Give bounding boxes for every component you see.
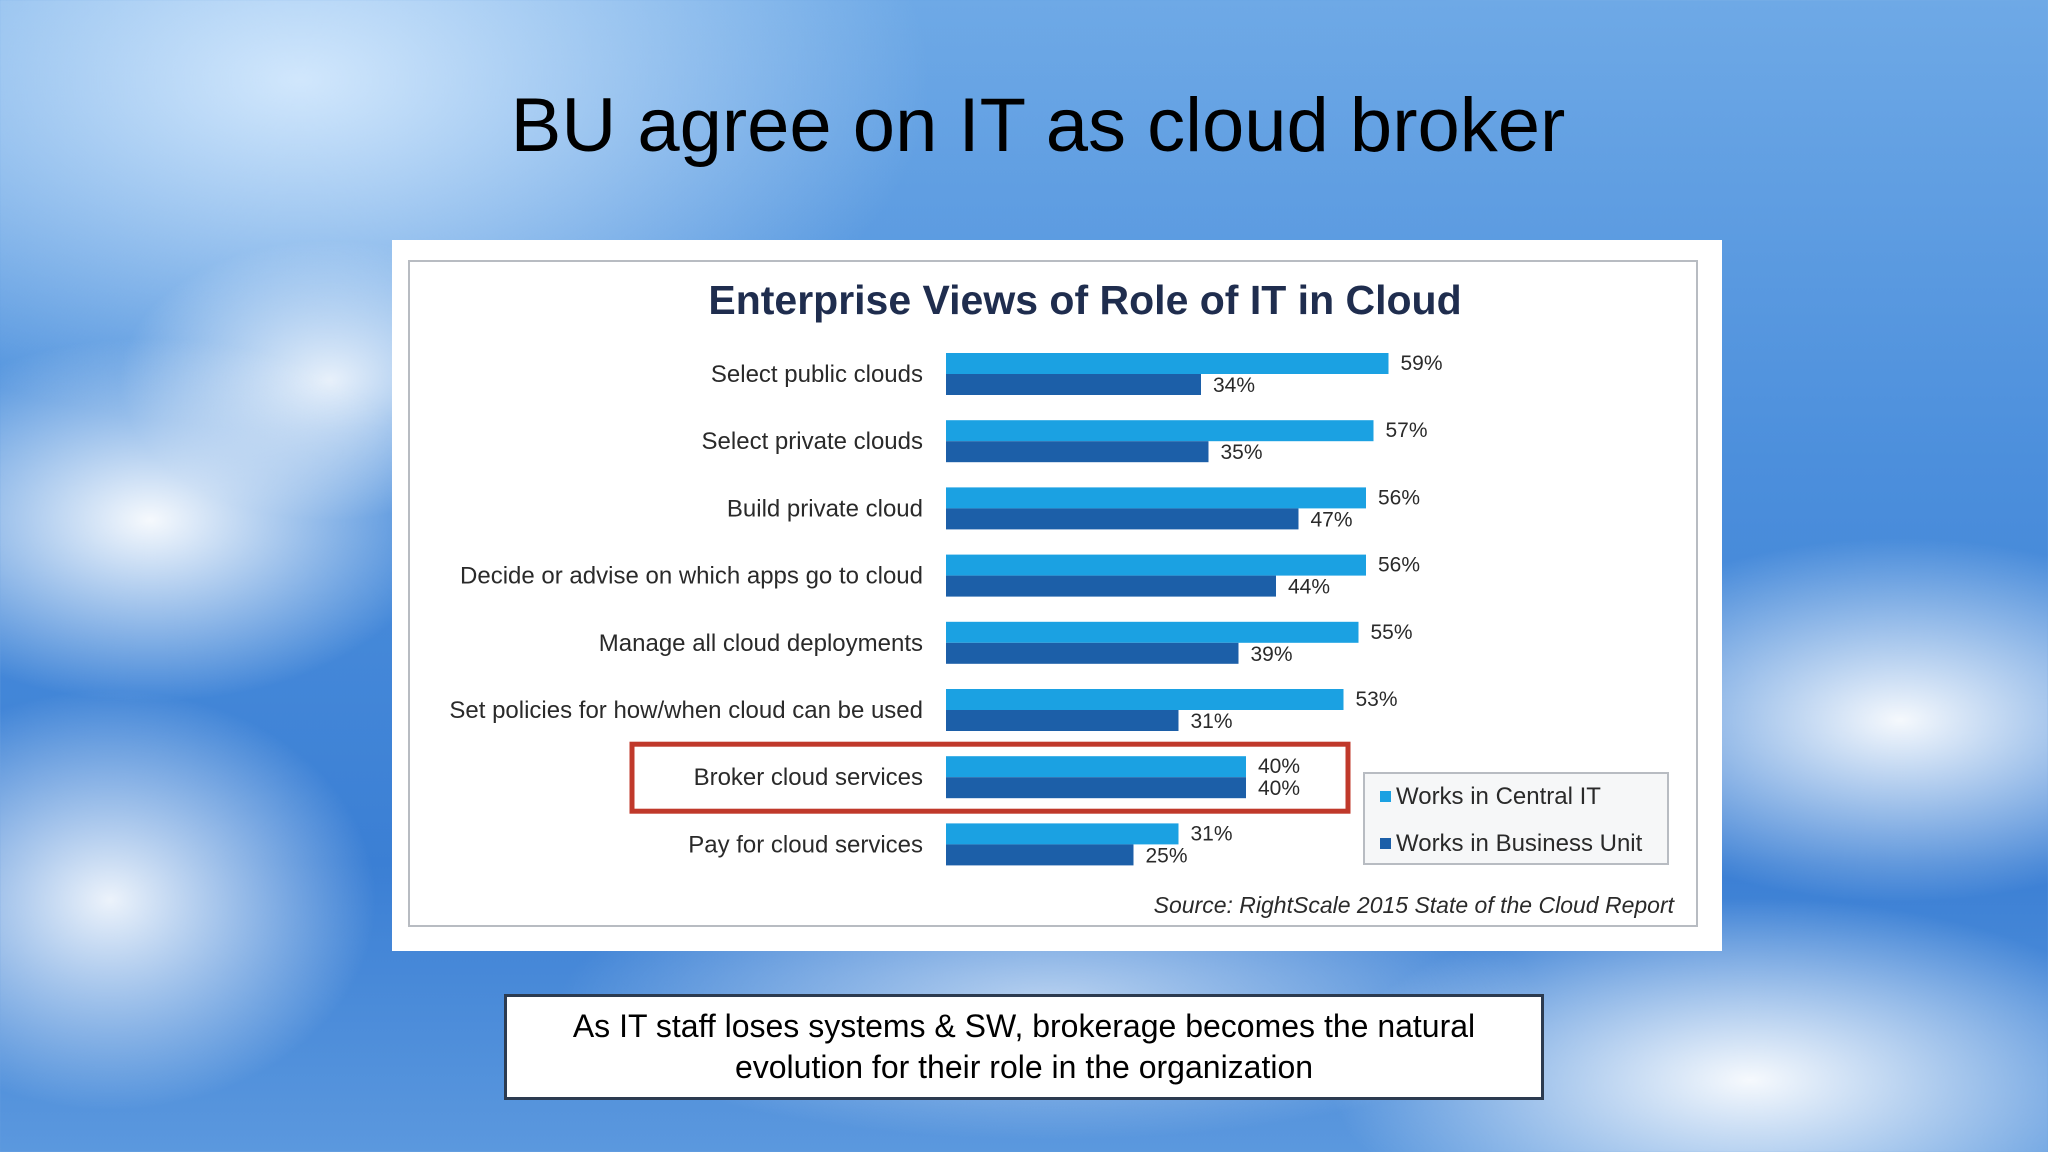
value-label-business-unit: 44% <box>1288 576 1330 599</box>
value-label-central-it: 53% <box>1356 688 1398 711</box>
bar-business-unit <box>946 575 1276 597</box>
category-label: Decide or advise on which apps go to clo… <box>460 563 923 590</box>
value-label-central-it: 57% <box>1386 419 1428 442</box>
category-group: Decide or advise on which apps go to clo… <box>460 554 1420 599</box>
bar-central-it <box>946 487 1366 509</box>
value-label-central-it: 56% <box>1378 486 1420 509</box>
bar-central-it <box>946 621 1359 643</box>
highlight-box <box>629 741 1351 814</box>
caption-text: As IT staff loses systems & SW, brokerag… <box>572 1008 1476 1085</box>
bar-central-it <box>946 420 1374 442</box>
value-label-central-it: 31% <box>1191 822 1233 845</box>
legend-box <box>1363 772 1669 865</box>
chart-title: Enterprise Views of Role of IT in Cloud <box>708 277 1461 323</box>
legend-label-business-unit: Works in Business Unit <box>1396 830 1643 857</box>
category-group: Pay for cloud services 31%25% <box>688 822 1232 867</box>
bar-central-it <box>946 823 1179 845</box>
value-label-business-unit: 34% <box>1213 374 1255 397</box>
bar-business-unit <box>946 710 1179 731</box>
bar-business-unit <box>946 642 1239 664</box>
bar-business-unit <box>946 844 1134 866</box>
category-group: Select public clouds 59% 34% <box>711 352 1443 397</box>
legend-swatch-central-it <box>1380 791 1391 802</box>
category-group: Manage all cloud deployments 55% 39% <box>599 621 1413 666</box>
bar-central-it <box>946 756 1246 778</box>
chart-source: Source: RightScale 2015 State of the Clo… <box>1154 892 1676 918</box>
category-group: Build private cloud 56% 47% <box>727 486 1420 531</box>
category-group: Set policies for how/when cloud can be u… <box>449 688 1397 733</box>
bar-business-unit <box>946 508 1299 530</box>
value-label-central-it: 55% <box>1371 621 1413 644</box>
category-label: Pay for cloud services <box>688 831 923 858</box>
value-label-central-it: 59% <box>1401 352 1443 375</box>
category-label: Select private clouds <box>702 428 923 455</box>
bar-central-it <box>946 353 1389 374</box>
value-label-business-unit: 35% <box>1221 441 1263 464</box>
caption-box: As IT staff loses systems & SW, brokerag… <box>504 994 1544 1100</box>
category-label: Broker cloud services <box>694 764 923 791</box>
value-label-business-unit: 25% <box>1146 844 1188 867</box>
chart-panel: Enterprise Views of Role of IT in Cloud … <box>392 240 1722 951</box>
category-label: Set policies for how/when cloud can be u… <box>449 697 923 724</box>
value-label-business-unit: 39% <box>1251 643 1293 666</box>
category-group: Select private clouds 57% 35% <box>702 419 1428 464</box>
bar-business-unit <box>946 777 1246 799</box>
bars-layer: Select public clouds 59% 34% Select private… <box>449 352 1442 867</box>
value-label-business-unit: 31% <box>1191 710 1233 733</box>
chart-legend: Works in Central IT Works in Business Un… <box>1363 772 1669 865</box>
category-label: Manage all cloud deployments <box>599 630 923 657</box>
value-label-business-unit: 47% <box>1311 508 1353 531</box>
value-label-business-unit: 40% <box>1258 777 1300 800</box>
bar-chart: Enterprise Views of Role of IT in Cloud … <box>449 277 1676 918</box>
category-group: Broker cloud services 40%40% <box>629 741 1351 814</box>
legend-swatch-business-unit <box>1380 838 1391 849</box>
slide-title: BU agree on IT as cloud broker <box>510 83 1566 168</box>
bar-business-unit <box>946 374 1201 395</box>
bar-central-it <box>946 554 1366 576</box>
legend-label-central-it: Works in Central IT <box>1396 783 1601 810</box>
bar-central-it <box>946 689 1344 710</box>
value-label-central-it: 56% <box>1378 554 1420 577</box>
category-label: Select public clouds <box>711 361 923 388</box>
value-label-central-it: 40% <box>1258 755 1300 778</box>
chart-frame <box>408 260 1698 927</box>
category-label: Build private cloud <box>727 495 923 522</box>
bar-business-unit <box>946 441 1209 463</box>
